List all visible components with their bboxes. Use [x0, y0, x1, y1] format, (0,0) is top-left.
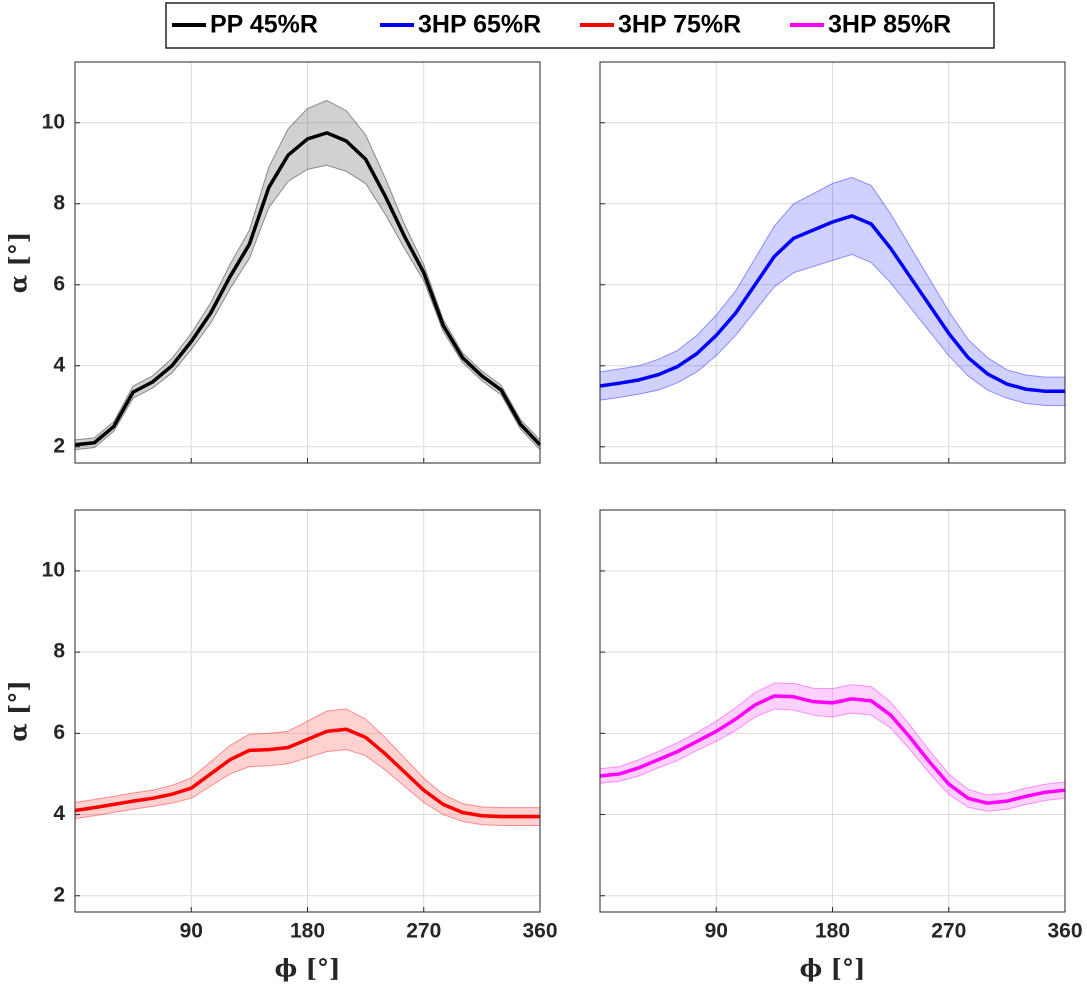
y-tick-label: 6: [53, 721, 65, 744]
x-axis-label: ϕ [°]: [800, 954, 866, 983]
x-tick-label: 360: [1047, 920, 1082, 943]
x-tick-label: 90: [180, 920, 203, 943]
y-axis-label: α [°]: [4, 680, 33, 742]
line: [74, 131, 542, 447]
y-tick-label: 10: [42, 558, 65, 581]
y-tick-label: 8: [53, 640, 65, 663]
y-tick-label: 4: [53, 353, 65, 376]
x-axis-label: ϕ [°]: [275, 954, 341, 983]
x-tick-label: 270: [931, 920, 966, 943]
y-tick-label: 4: [53, 802, 65, 825]
x-tick-label: 270: [406, 920, 441, 943]
line: [74, 727, 540, 819]
y-tick-label: 10: [42, 110, 65, 133]
axes-frame: [74, 509, 541, 913]
legend-label: 3HP 85%R: [828, 11, 951, 39]
y-tick-label: 2: [53, 434, 65, 457]
y-axis-label: α [°]: [4, 232, 33, 294]
legend-label: 3HP 75%R: [618, 11, 741, 39]
x-tick-label: 180: [815, 920, 850, 943]
y-tick-label: 2: [53, 883, 65, 906]
axes-frame: [599, 61, 1066, 464]
axes-frame: [74, 61, 541, 464]
y-tick-label: 6: [53, 272, 65, 295]
line: [599, 214, 1065, 394]
legend-label: 3HP 65%R: [418, 11, 541, 39]
legend-label: PP 45%R: [210, 11, 318, 39]
x-tick-label: 90: [705, 920, 728, 943]
axes-frame: [599, 509, 1066, 913]
x-tick-label: 360: [522, 920, 557, 943]
y-tick-label: 8: [53, 191, 65, 214]
x-tick-label: 180: [290, 920, 325, 943]
line: [599, 694, 1066, 805]
